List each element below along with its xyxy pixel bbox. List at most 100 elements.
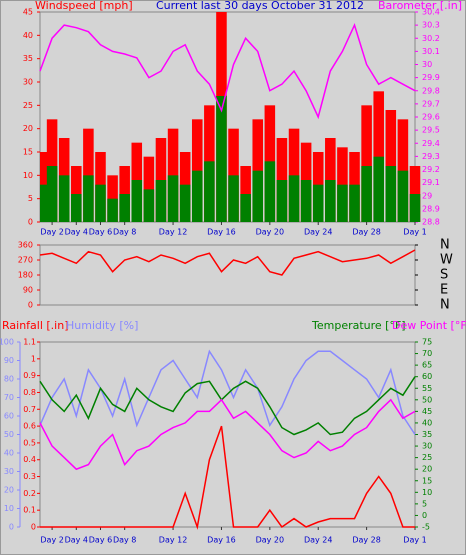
series-label: Temperature [°F]: [311, 319, 406, 332]
y2-tick-label: 35: [422, 430, 432, 439]
y-tick-label: 15: [23, 148, 33, 157]
y-tick-label: 30: [4, 467, 14, 476]
wind-bar: [119, 194, 130, 222]
y2-tick-label: 29.5: [422, 126, 440, 135]
y-tick-label: 10: [23, 171, 33, 180]
y2-tick-label: 10: [422, 488, 432, 497]
y3-tick-label: 0.9: [23, 371, 36, 380]
y2-tick-label: 29.1: [422, 178, 440, 187]
y2-tick-label: 60: [422, 372, 432, 381]
y2-tick-label: 55: [422, 384, 432, 393]
x-tick-label: Day 6: [89, 228, 112, 237]
y3-tick-label: 0: [31, 523, 36, 532]
wind-bar: [361, 105, 372, 222]
x-tick-label: Day 4: [65, 536, 88, 545]
y-tick-label: 60: [4, 412, 14, 421]
y3-tick-label: 0.7: [23, 405, 36, 414]
wind-bar: [143, 189, 155, 222]
y3-tick-label: 0.6: [23, 422, 36, 431]
y-tick-label: 0: [28, 301, 33, 310]
y-tick-label: 5: [28, 194, 33, 203]
x-tick-label: Day 28: [352, 536, 381, 545]
wind-bar: [397, 170, 409, 222]
wind-bar: [204, 161, 215, 222]
y-tick-label: 35: [23, 54, 33, 63]
wind-bar: [300, 180, 312, 222]
wind-bar: [191, 170, 203, 222]
y-tick-label: 70: [4, 393, 14, 402]
y-tick-label: 10: [4, 504, 14, 513]
wind-bar: [312, 184, 324, 222]
wind-bar: [252, 170, 264, 222]
y2-tick-label: N: [440, 298, 450, 313]
wind-bar: [40, 184, 51, 222]
y2-tick-label: 50: [422, 395, 432, 404]
y2-tick-label: -5: [422, 523, 430, 532]
wind-bar: [167, 175, 179, 222]
y2-tick-label: 70: [422, 349, 432, 358]
y2-tick-label: 29.4: [422, 139, 440, 148]
y-tick-label: 20: [4, 486, 14, 495]
series-line: [39, 349, 416, 435]
wind-bar: [155, 180, 167, 222]
y2-tick-label: 30.3: [422, 21, 440, 30]
wind-bar: [361, 166, 372, 222]
y2-tick-label: S: [440, 268, 448, 283]
y2-tick-label: 75: [422, 338, 432, 347]
y2-tick-label: 40: [422, 418, 432, 427]
chart-title: Current last 30 days October 31 2012: [156, 0, 364, 12]
series-line: [39, 249, 416, 276]
x-tick-label: Day 12: [159, 228, 188, 237]
x-tick-label: Day 12: [159, 536, 188, 545]
series-line: [39, 23, 416, 120]
x-tick-label: Day 8: [113, 536, 136, 545]
y2-tick-label: 25: [422, 453, 432, 462]
y-tick-label: 180: [18, 271, 33, 280]
wind-bar: [107, 175, 118, 222]
wind-bar: [179, 184, 191, 222]
x-tick-label: Day 4: [65, 228, 88, 237]
y-tick-label: 270: [18, 256, 33, 265]
x-tick-label: Day 24: [304, 228, 333, 237]
y2-tick-label: 30.2: [422, 34, 440, 43]
series-label: Dew Point [°F]: [392, 319, 466, 332]
x-tick-label: Day 24: [304, 536, 333, 545]
y3-tick-label: 0.8: [23, 388, 36, 397]
y2-tick-label: N: [440, 238, 450, 253]
series-label: Humidity [%]: [66, 319, 138, 332]
wind-bar: [288, 175, 300, 222]
y-tick-label: 25: [23, 101, 33, 110]
y-tick-label: 50: [4, 430, 14, 439]
y-tick-label: 30: [23, 78, 33, 87]
y2-tick-label: 28.9: [422, 204, 440, 213]
wind-bar: [240, 194, 251, 222]
y-tick-label: 40: [4, 449, 14, 458]
y2-tick-label: 28.8: [422, 218, 440, 227]
y-tick-label: 45: [23, 8, 33, 17]
y2-tick-label: 30: [422, 442, 432, 451]
y3-tick-label: 1.1: [23, 338, 36, 347]
y2-tick-label: 29.7: [422, 99, 440, 108]
y2-tick-label: E: [440, 283, 448, 298]
y2-tick-label: 29.6: [422, 113, 440, 122]
y-tick-label: 360: [18, 241, 33, 250]
wind-bar: [325, 180, 336, 222]
x-tick-label: Day 20: [256, 536, 285, 545]
y3-tick-label: 0.5: [23, 438, 36, 447]
y-tick-label: 0: [9, 523, 14, 532]
y-tick-label: 80: [4, 375, 14, 384]
y2-tick-label: 5: [422, 499, 427, 508]
y2-tick-label: 30.4: [422, 8, 440, 17]
y2-tick-label: 30.1: [422, 47, 440, 56]
y2-tick-label: 45: [422, 407, 432, 416]
y2-tick-label: 20: [422, 465, 432, 474]
wind-bar: [373, 156, 384, 222]
wind-bar: [131, 180, 143, 222]
y2-axis-label: Barometer [.in]: [378, 0, 462, 12]
wind-bar: [58, 175, 70, 222]
wind-bar: [216, 96, 227, 222]
y3-tick-label: 0.4: [23, 455, 36, 464]
series-line: [39, 398, 416, 471]
